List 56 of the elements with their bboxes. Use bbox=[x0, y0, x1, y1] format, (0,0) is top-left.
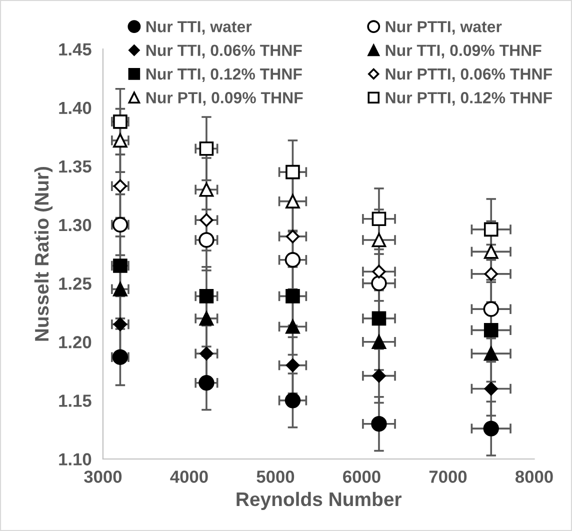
y-tick-label: 1.25 bbox=[59, 277, 92, 290]
x-tick-label: 6000 bbox=[343, 470, 380, 483]
point bbox=[372, 232, 386, 248]
y-axis-title: Nusselt Ratio (Nur) bbox=[34, 166, 53, 341]
point bbox=[484, 323, 498, 338]
point bbox=[483, 301, 499, 317]
point bbox=[284, 252, 301, 268]
legend-label: Nur TTI, 0.12% THNF bbox=[146, 68, 302, 82]
x-tick-label: 4000 bbox=[170, 470, 208, 483]
point bbox=[372, 212, 386, 226]
point bbox=[484, 346, 498, 361]
point bbox=[198, 232, 214, 248]
point bbox=[200, 213, 214, 227]
y-tick-label: 1.35 bbox=[59, 160, 92, 173]
y-tick-label: 1.40 bbox=[59, 102, 92, 114]
point bbox=[286, 230, 300, 244]
legend-label: Nur TTI, 0.09% THNF bbox=[386, 44, 542, 58]
x-axis-title: Reynolds Number bbox=[236, 492, 402, 510]
point bbox=[286, 358, 300, 372]
point bbox=[371, 416, 387, 432]
point bbox=[372, 334, 386, 350]
point bbox=[372, 264, 386, 278]
y-tick-label: 1.15 bbox=[59, 394, 92, 407]
legend-label: Nur PTI, 0.09% THNF bbox=[146, 92, 303, 106]
point bbox=[199, 182, 214, 197]
point bbox=[371, 275, 387, 292]
point bbox=[200, 346, 214, 360]
point bbox=[484, 382, 498, 396]
point bbox=[484, 267, 498, 281]
point bbox=[484, 244, 498, 259]
point bbox=[286, 289, 300, 304]
point bbox=[199, 141, 214, 156]
legend-label: Nur PTTI, 0.12% THNF bbox=[386, 92, 552, 106]
y-tick-label: 1.10 bbox=[59, 453, 92, 466]
point bbox=[372, 369, 386, 383]
point bbox=[483, 420, 499, 436]
legend-label: Nur PTTI, 0.06% THNF bbox=[386, 68, 552, 82]
point bbox=[372, 311, 386, 326]
y-tick-label: 1.30 bbox=[59, 218, 92, 232]
point bbox=[286, 164, 300, 180]
point bbox=[484, 222, 498, 237]
x-tick-label: 3000 bbox=[84, 470, 122, 483]
legend-label: Nur PTTI, water bbox=[386, 21, 502, 35]
y-tick-label: 1.20 bbox=[59, 336, 92, 348]
point bbox=[199, 311, 214, 326]
legend-label: Nur TTI, water bbox=[146, 21, 252, 35]
point bbox=[199, 289, 214, 304]
x-tick-label: 5000 bbox=[256, 470, 294, 483]
x-tick-label: 7000 bbox=[429, 470, 467, 483]
point bbox=[286, 319, 300, 334]
point bbox=[286, 194, 300, 208]
point bbox=[284, 392, 301, 408]
x-tick-label: 8000 bbox=[515, 470, 553, 483]
y-tick-label: 1.45 bbox=[59, 43, 92, 56]
point bbox=[198, 375, 214, 391]
legend-label: Nur TTI, 0.06% THNF bbox=[146, 44, 302, 58]
